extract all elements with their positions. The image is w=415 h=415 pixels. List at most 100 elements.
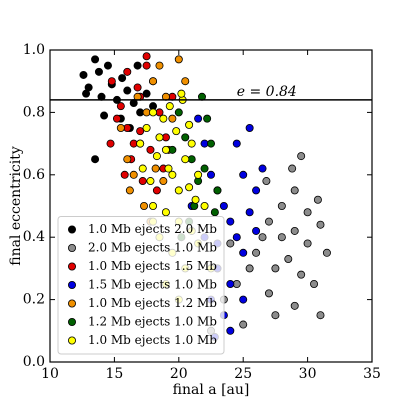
point <box>262 177 271 186</box>
y-tick-label: 0.8 <box>23 104 45 120</box>
point <box>185 120 194 129</box>
point <box>316 311 325 320</box>
point <box>106 139 115 148</box>
point <box>133 83 142 92</box>
point <box>290 301 299 310</box>
point <box>161 208 170 217</box>
legend-marker <box>68 317 77 326</box>
point <box>252 186 261 195</box>
x-tick-label: 35 <box>363 366 381 382</box>
point <box>123 67 132 76</box>
point <box>264 289 273 298</box>
point <box>313 195 322 204</box>
point <box>226 239 235 248</box>
point <box>297 152 306 161</box>
point <box>133 61 142 70</box>
y-tick-label: 0.2 <box>23 292 45 308</box>
point <box>185 183 194 192</box>
point <box>152 186 161 195</box>
point <box>177 89 186 98</box>
legend-marker <box>68 280 77 289</box>
point <box>151 164 160 173</box>
point <box>181 77 190 86</box>
point <box>200 164 209 173</box>
point <box>161 145 170 154</box>
point <box>322 248 331 257</box>
x-tick-label: 20 <box>170 366 188 382</box>
point <box>146 145 155 154</box>
point <box>174 186 183 195</box>
point <box>213 186 222 195</box>
legend-box <box>57 216 225 355</box>
point <box>226 326 235 335</box>
point <box>219 201 228 210</box>
legend-marker <box>68 225 77 234</box>
point <box>125 186 134 195</box>
legend-marker <box>68 243 77 252</box>
point <box>118 74 127 83</box>
point <box>181 155 190 164</box>
point <box>264 217 273 226</box>
point <box>159 114 168 123</box>
point <box>284 255 293 264</box>
point <box>258 164 267 173</box>
point <box>310 279 319 288</box>
point <box>146 177 155 186</box>
y-tick-label: 0.6 <box>23 167 45 183</box>
legend-label: 1.0 Mb ejects 1.2 Mb <box>88 296 217 310</box>
point <box>290 186 299 195</box>
x-tick-label: 10 <box>41 366 59 382</box>
legend-marker <box>68 299 77 308</box>
point <box>79 70 88 79</box>
point <box>245 124 254 133</box>
point <box>123 86 132 95</box>
point <box>138 164 147 173</box>
point <box>149 77 158 86</box>
point <box>258 233 267 242</box>
point <box>277 233 286 242</box>
legend-label: 1.0 Mb ejects 2.0 Mb <box>88 222 217 236</box>
point <box>239 320 248 329</box>
point <box>116 102 125 111</box>
x-tick-label: 25 <box>234 366 252 382</box>
point <box>232 233 241 242</box>
y-tick-label: 1.0 <box>23 42 45 58</box>
legend-label: 1.2 Mb ejects 1.0 Mb <box>88 315 217 329</box>
point <box>136 139 145 148</box>
point <box>100 111 109 120</box>
point <box>252 248 261 257</box>
point <box>210 208 219 217</box>
point <box>112 114 121 123</box>
point <box>239 295 248 304</box>
y-tick-label: 0.0 <box>23 354 45 370</box>
point <box>120 170 129 179</box>
point <box>297 270 306 279</box>
point <box>142 89 151 98</box>
point <box>303 208 312 217</box>
point <box>206 170 215 179</box>
legend-label: 1.0 Mb ejects 1.0 Mb <box>88 333 217 347</box>
point <box>107 77 116 86</box>
point <box>152 152 161 161</box>
point <box>164 164 173 173</box>
legend: 1.0 Mb ejects 2.0 Mb 2.0 Mb ejects 1.0 Mb… <box>57 216 225 355</box>
point <box>271 264 280 273</box>
point <box>91 55 100 64</box>
point <box>200 201 209 210</box>
point <box>245 208 254 217</box>
point <box>123 155 132 164</box>
point <box>159 177 168 186</box>
point <box>181 133 190 142</box>
y-tick-label: 0.4 <box>23 229 45 245</box>
point <box>136 127 145 136</box>
point <box>174 108 183 117</box>
point <box>203 114 212 123</box>
x-axis-label: final a [au] <box>173 382 250 398</box>
point <box>303 239 312 248</box>
point <box>142 61 151 70</box>
point <box>252 226 261 235</box>
point <box>142 124 151 133</box>
x-tick-label: 30 <box>299 366 317 382</box>
legend-label: 2.0 Mb ejects 1.0 Mb <box>88 241 217 255</box>
